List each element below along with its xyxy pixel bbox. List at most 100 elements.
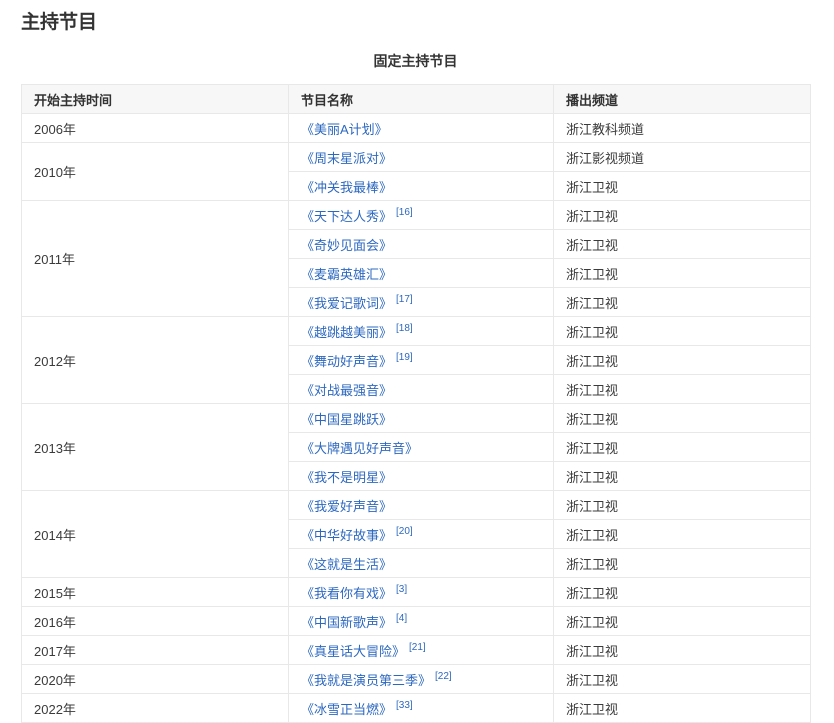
reference-link[interactable]: [33] — [396, 700, 413, 712]
program-cell: 《中国新歌声》 [4] — [288, 606, 554, 636]
program-link[interactable]: 《奇妙见面会》 — [301, 237, 393, 253]
year-cell: 2016年 — [21, 606, 289, 636]
reference-link[interactable]: [22] — [435, 671, 452, 683]
program-cell: 《中华好故事》 [20] — [288, 519, 554, 549]
channel-cell: 浙江卫视 — [553, 403, 811, 433]
program-link[interactable]: 《舞动好声音》 — [301, 353, 393, 369]
table-row: 2013年 《中国星跳跃》 浙江卫视 — [21, 403, 811, 491]
program-cell: 《这就是生活》 — [288, 548, 554, 578]
year-cell: 2010年 — [21, 142, 289, 201]
program-cell: 《真星话大冒险》 [21] — [288, 635, 554, 665]
channel-cell: 浙江卫视 — [553, 229, 811, 259]
hosted-programs-table-wrap: 固定主持节目 开始主持时间 节目名称 播出频道 2006年 《美丽A计划》 浙江教科频道… — [21, 51, 811, 723]
table-row: 2006年 《美丽A计划》 浙江教科频道 — [21, 113, 811, 143]
program-cell: 《中国星跳跃》 — [288, 403, 554, 433]
program-link[interactable]: 《冲关我最棒》 — [301, 179, 393, 195]
reference-link[interactable]: [19] — [396, 352, 413, 364]
channel-cell: 浙江卫视 — [553, 548, 811, 578]
year-cell: 2017年 — [21, 635, 289, 665]
program-cell: 《我看你有戏》 [3] — [288, 577, 554, 607]
channel-cell: 浙江卫视 — [553, 287, 811, 317]
reference-sup: [17] — [396, 294, 413, 305]
year-cell: 2015年 — [21, 577, 289, 607]
channel-cell: 浙江卫视 — [553, 171, 811, 201]
year-cell: 2022年 — [21, 693, 289, 723]
channel-cell: 浙江卫视 — [553, 577, 811, 607]
channel-cell: 浙江卫视 — [553, 374, 811, 404]
program-link[interactable]: 《大牌遇见好声音》 — [301, 440, 419, 456]
reference-sup: [19] — [396, 352, 413, 363]
program-link[interactable]: 《我看你有戏》 — [301, 585, 393, 601]
program-link[interactable]: 《我就是演员第三季》 — [301, 672, 432, 688]
table-row: 《对战最强音》 浙江卫视 — [22, 374, 811, 404]
reference-sup: [16] — [396, 207, 413, 218]
channel-cell: 浙江卫视 — [553, 635, 811, 665]
program-link[interactable]: 《麦霸英雄汇》 — [301, 266, 393, 282]
table-row: 2010年 《周末星派对》 浙江影视频道 — [21, 142, 811, 201]
table-row: 《冲关我最棒》 浙江卫视 — [22, 171, 811, 201]
program-cell: 《周末星派对》 — [288, 142, 554, 172]
year-cell: 2014年 — [21, 490, 289, 578]
table-row: 《麦霸英雄汇》 浙江卫视 — [22, 258, 811, 288]
reference-link[interactable]: [3] — [396, 584, 408, 596]
program-cell: 《奇妙见面会》 — [288, 229, 554, 259]
program-link[interactable]: 《越跳越美丽》 — [301, 324, 393, 340]
table-row: 2022年 《冰雪正当燃》 [33] 浙江卫视 — [21, 693, 811, 723]
channel-cell: 浙江教科频道 — [553, 113, 811, 143]
program-link[interactable]: 《对战最强音》 — [301, 382, 393, 398]
reference-link[interactable]: [4] — [396, 613, 408, 625]
channel-cell: 浙江卫视 — [553, 606, 811, 636]
program-cell: 《冰雪正当燃》 [33] — [288, 693, 554, 723]
reference-link[interactable]: [18] — [396, 323, 413, 335]
program-link[interactable]: 《真星话大冒险》 — [301, 643, 406, 659]
program-cell: 《舞动好声音》 [19] — [288, 345, 554, 375]
reference-link[interactable]: [17] — [396, 294, 413, 306]
program-link[interactable]: 《冰雪正当燃》 — [301, 701, 393, 717]
year-cell: 2012年 — [21, 316, 289, 404]
program-link[interactable]: 《中华好故事》 — [301, 527, 393, 543]
channel-cell: 浙江卫视 — [553, 461, 811, 491]
reference-sup: [21] — [409, 642, 426, 653]
program-cell: 《麦霸英雄汇》 — [288, 258, 554, 288]
channel-cell: 浙江卫视 — [553, 316, 811, 346]
program-link[interactable]: 《中国新歌声》 — [301, 614, 393, 630]
channel-cell: 浙江卫视 — [553, 258, 811, 288]
program-cell: 《冲关我最棒》 — [288, 171, 554, 201]
program-link[interactable]: 《我爱记歌词》 — [301, 295, 393, 311]
table-row: 2014年 《我爱好声音》 浙江卫视 — [21, 490, 811, 578]
program-link[interactable]: 《我爱好声音》 — [301, 498, 393, 514]
channel-cell: 浙江卫视 — [553, 519, 811, 549]
table-row: 《我不是明星》 浙江卫视 — [22, 461, 811, 491]
program-link[interactable]: 《这就是生活》 — [301, 556, 393, 572]
table-row: 《大牌遇见好声音》 浙江卫视 — [22, 432, 811, 462]
program-cell: 《我爱好声音》 — [288, 490, 554, 520]
channel-cell: 浙江卫视 — [553, 200, 811, 230]
program-cell: 《我就是演员第三季》 [22] — [288, 664, 554, 694]
channel-cell: 浙江卫视 — [553, 345, 811, 375]
program-cell: 《天下达人秀》 [16] — [288, 200, 554, 230]
table-row: 2016年 《中国新歌声》 [4] 浙江卫视 — [21, 606, 811, 636]
table-header-row: 开始主持时间 节目名称 播出频道 — [21, 84, 811, 114]
reference-sup: [3] — [396, 584, 407, 595]
program-link[interactable]: 《周末星派对》 — [301, 150, 393, 166]
column-header: 开始主持时间 — [21, 84, 289, 114]
program-link[interactable]: 《天下达人秀》 — [301, 208, 393, 224]
reference-sup: [18] — [396, 323, 413, 334]
table-row: 2017年 《真星话大冒险》 [21] 浙江卫视 — [21, 635, 811, 665]
reference-link[interactable]: [20] — [396, 526, 413, 538]
program-cell: 《大牌遇见好声音》 — [288, 432, 554, 462]
table-row: 2020年 《我就是演员第三季》 [22] 浙江卫视 — [21, 664, 811, 694]
reference-link[interactable]: [16] — [396, 207, 413, 219]
channel-cell: 浙江卫视 — [553, 693, 811, 723]
table-row: 《我爱记歌词》 [17] 浙江卫视 — [22, 287, 811, 317]
program-link[interactable]: 《美丽A计划》 — [301, 121, 388, 137]
table-caption: 固定主持节目 — [373, 53, 458, 69]
hosted-programs-table: 开始主持时间 节目名称 播出频道 2006年 《美丽A计划》 浙江教科频道 2010年 《周… — [21, 84, 811, 723]
reference-link[interactable]: [21] — [409, 642, 426, 654]
program-link[interactable]: 《我不是明星》 — [301, 469, 393, 485]
channel-cell: 浙江卫视 — [553, 490, 811, 520]
table-row: 2011年 《天下达人秀》 [16] 浙江卫视 — [21, 200, 811, 317]
program-link[interactable]: 《中国星跳跃》 — [301, 411, 393, 427]
column-header: 播出频道 — [553, 84, 811, 114]
